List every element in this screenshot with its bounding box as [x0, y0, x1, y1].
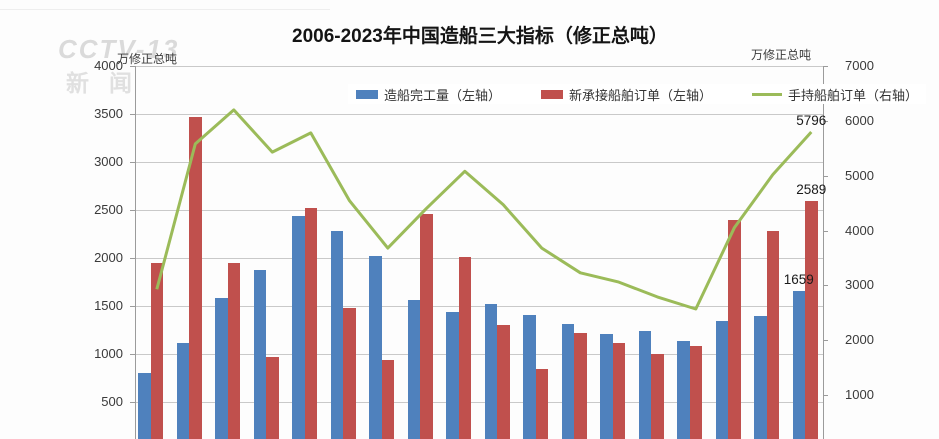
bar-new-orders — [150, 262, 163, 439]
bar-completions — [638, 330, 651, 439]
left-axis-tick-label: 3500 — [94, 106, 123, 121]
legend-bar-swatch — [541, 89, 564, 99]
frame-edge-line — [0, 9, 330, 10]
left-axis-unit-label: 万修正总吨 — [117, 52, 178, 66]
bar-new-orders — [766, 231, 779, 439]
left-axis-tick-label: 3000 — [94, 154, 123, 169]
left-axis-tick-label: 1000 — [94, 346, 123, 361]
right-axis-tick-label: 4000 — [845, 222, 874, 238]
bar-completions — [407, 300, 420, 439]
bar-completions — [176, 343, 189, 439]
bar-new-orders — [689, 346, 702, 439]
bar-completions — [484, 304, 497, 439]
gridline — [135, 402, 823, 403]
right-axis-tick — [823, 175, 828, 177]
bar-new-orders — [651, 354, 664, 439]
bar-completions — [369, 256, 382, 439]
left-axis-tick — [130, 258, 135, 259]
bar-new-orders — [304, 208, 317, 439]
left-axis-tick — [130, 402, 135, 403]
left-axis-tick-label: 500 — [101, 394, 123, 409]
bar-new-orders — [227, 262, 240, 439]
bar-completions — [446, 311, 459, 439]
bar-completions — [792, 290, 805, 439]
bar-completions — [330, 231, 343, 439]
gridline — [135, 114, 823, 115]
right-axis-line — [823, 66, 824, 439]
data-label: 5796 — [796, 113, 827, 129]
bar-new-orders — [805, 201, 818, 439]
right-axis-tick-label: 2000 — [845, 332, 874, 348]
gridline — [135, 162, 823, 163]
bar-new-orders — [458, 257, 471, 439]
bar-new-orders — [189, 116, 202, 439]
legend-bar-swatch — [356, 89, 378, 99]
right-axis-tick-label: 3000 — [845, 277, 874, 293]
right-axis-unit-label: 万修正总吨 — [751, 48, 812, 62]
left-axis-tick — [130, 354, 135, 355]
right-axis-tick — [823, 230, 828, 232]
left-axis-tick-label: 1500 — [94, 298, 123, 313]
left-axis-tick-label: 2000 — [94, 250, 123, 265]
right-axis-tick-label: 6000 — [845, 112, 874, 128]
right-axis-tick-label: 7000 — [845, 58, 874, 73]
bar-new-orders — [420, 213, 433, 439]
right-axis-tick — [823, 120, 828, 122]
bar-completions — [523, 314, 536, 439]
legend-label: 手持船舶订单（右轴） — [788, 87, 919, 103]
bar-completions — [215, 298, 228, 439]
bar-new-orders — [535, 369, 548, 439]
bar-completions — [754, 315, 767, 439]
bar-completions — [253, 270, 266, 439]
bar-completions — [138, 373, 151, 439]
data-label: 1659 — [783, 271, 814, 287]
legend-label: 造船完工量（左轴） — [384, 87, 502, 103]
left-axis-tick — [130, 162, 135, 163]
left-axis-tick — [130, 306, 135, 307]
right-axis-tick-label: 1000 — [845, 387, 874, 403]
legend-item: 造船完工量（左轴） — [356, 85, 501, 104]
left-axis-tick-label: 4000 — [94, 58, 123, 73]
bar-new-orders — [381, 359, 394, 439]
legend-item: 新承接船舶订单（左轴） — [541, 85, 712, 104]
right-axis-tick — [823, 340, 828, 342]
left-axis-tick — [130, 66, 135, 67]
bar-completions — [677, 340, 690, 439]
cctv-watermark-logo: CCTV-13 — [58, 34, 180, 64]
bar-new-orders — [574, 332, 587, 439]
bar-completions — [715, 321, 728, 439]
left-axis-tick — [130, 114, 135, 115]
bar-completions — [561, 324, 574, 439]
right-axis-tick-label: 5000 — [845, 167, 874, 183]
chart-title: 2006-2023年中国造船三大指标（修正总吨） — [292, 26, 668, 47]
gridline — [135, 66, 823, 67]
bar-completions — [600, 333, 613, 439]
cctv-watermark-subtitle: 新闻 — [66, 70, 152, 96]
data-label: 2589 — [796, 182, 827, 198]
bar-new-orders — [612, 343, 625, 439]
left-axis-line — [135, 66, 136, 439]
bar-completions — [292, 215, 305, 439]
bar-new-orders — [266, 356, 279, 439]
gridline — [135, 354, 823, 355]
legend-item: 手持船舶订单（右轴） — [752, 85, 918, 104]
left-axis-tick — [130, 210, 135, 211]
left-axis-tick-label: 2500 — [94, 202, 123, 217]
bar-new-orders — [343, 307, 356, 439]
right-axis-tick — [823, 285, 828, 287]
right-axis-tick — [823, 66, 828, 67]
legend-label: 新承接船舶订单（左轴） — [569, 87, 713, 103]
chart-legend: 造船完工量（左轴） 新承接船舶订单（左轴） 手持船舶订单（右轴） — [348, 84, 927, 104]
gridline — [135, 210, 823, 211]
right-axis-tick — [823, 395, 828, 397]
legend-line-swatch — [752, 92, 783, 96]
bar-new-orders — [728, 219, 741, 439]
bar-new-orders — [497, 325, 510, 439]
gridline — [135, 258, 823, 259]
